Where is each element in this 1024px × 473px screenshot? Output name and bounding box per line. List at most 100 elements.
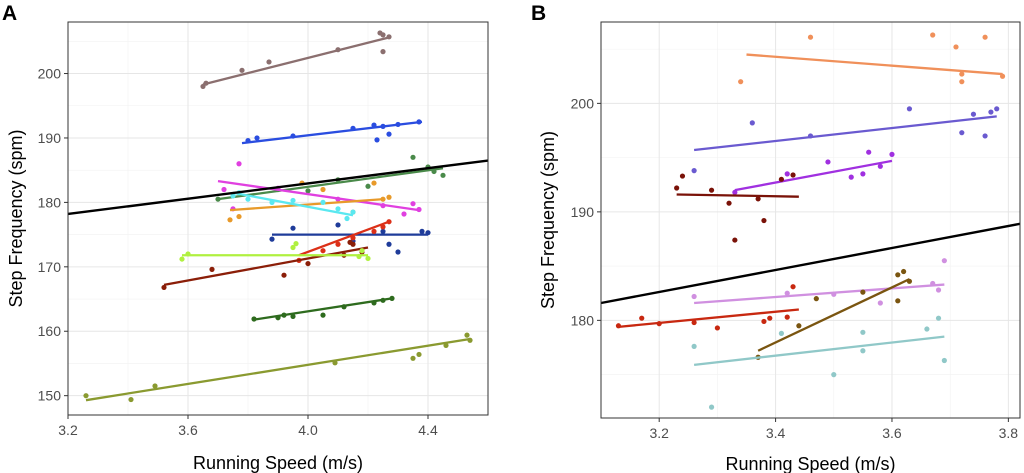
data-point [807, 34, 814, 40]
data-point [738, 79, 744, 85]
data-point [831, 372, 837, 378]
regression-line [85, 337, 471, 402]
x-tick-label: 4.4 [418, 422, 438, 438]
regression-line [746, 53, 1003, 76]
data-point [935, 315, 942, 321]
data-point [959, 79, 965, 85]
series-dark-green [251, 295, 395, 322]
regression-line [618, 308, 799, 329]
data-point [290, 313, 296, 320]
data-point [464, 332, 470, 338]
data-point [179, 256, 185, 262]
axes: 3.2 3.6 4.0 4.4 150 160 170 180 190 200 [38, 66, 438, 438]
data-point [988, 109, 994, 115]
data-point [266, 59, 272, 65]
data-point [386, 194, 392, 200]
data-point [901, 268, 907, 275]
series-orange [738, 32, 1006, 85]
data-point [790, 284, 796, 290]
data-point [230, 193, 236, 199]
data-point [941, 258, 947, 264]
series-green [215, 154, 446, 202]
x-axis-title: Running Speed (m/s) [193, 453, 363, 473]
y-axis-title: Step Frequency (spm) [6, 129, 26, 307]
data-point [254, 135, 260, 141]
data-point [691, 319, 697, 326]
data-point [365, 255, 371, 262]
regression-line [734, 159, 893, 192]
data-point [860, 329, 866, 335]
grid [67, 22, 489, 415]
series-olive [83, 332, 473, 403]
data-point [982, 133, 988, 139]
data-point [386, 131, 392, 137]
data-point [236, 161, 242, 167]
series-light-teal [691, 315, 947, 410]
data-point [825, 159, 831, 165]
data-point [380, 228, 386, 234]
data-point [410, 154, 416, 160]
data-point [290, 197, 296, 204]
data-point [790, 172, 796, 178]
data-point [293, 241, 299, 247]
y-tick-label: 160 [38, 323, 62, 339]
data-point [239, 67, 245, 73]
grid [600, 22, 1020, 418]
data-point [335, 241, 341, 247]
data-point [877, 300, 883, 306]
y-tick-label: 180 [571, 312, 595, 328]
series-mauve [200, 30, 392, 90]
series-violet [732, 149, 895, 195]
regression-line [163, 246, 369, 286]
data-point [994, 106, 1000, 112]
data-point [959, 130, 965, 136]
data-point [380, 196, 386, 202]
y-axis-title: Step Frequency (spm) [538, 131, 558, 309]
data-point [778, 176, 785, 182]
data-point [732, 237, 738, 243]
x-tick-label: 3.6 [882, 425, 902, 441]
regression-line [217, 167, 444, 201]
data-point [386, 241, 392, 247]
data-point [350, 241, 356, 247]
data-point [350, 209, 356, 215]
regression-line [757, 278, 910, 352]
data-point [761, 217, 767, 224]
data-point [778, 330, 785, 336]
data-point [941, 357, 947, 364]
x-tick-label: 3.8 [999, 425, 1019, 441]
panel-label: B [531, 2, 546, 25]
regression-line [676, 193, 799, 198]
data-point [320, 199, 326, 205]
regression-line [232, 191, 354, 217]
panel-b: B 3.2 3.4 3.6 3.8 180 190 200 Running Speed (m/s… [531, 2, 1021, 473]
data-point [691, 343, 697, 349]
series-magenta [217, 161, 422, 217]
regression-line [693, 115, 997, 152]
data-point [813, 296, 819, 302]
data-point [848, 174, 854, 180]
data-point [365, 183, 371, 189]
data-point [221, 186, 227, 193]
regression-line [217, 179, 420, 212]
x-tick-label: 3.4 [766, 425, 786, 441]
data-point [860, 171, 866, 177]
data-point [128, 396, 134, 403]
data-point [895, 272, 901, 278]
data-point [305, 260, 311, 267]
series-blue [241, 119, 423, 145]
series-red [615, 284, 799, 331]
data-point [714, 325, 720, 331]
data-point [784, 290, 790, 296]
y-tick-label: 170 [38, 259, 62, 275]
data-point [380, 49, 386, 55]
y-tick-label: 200 [38, 66, 62, 82]
data-point [359, 248, 365, 254]
y-tick-label: 190 [38, 130, 62, 146]
data-point [970, 111, 977, 117]
data-point [320, 248, 326, 254]
data-point [371, 180, 377, 186]
regression-line [298, 220, 390, 257]
data-point [866, 149, 872, 155]
x-tick-label: 3.6 [178, 422, 198, 438]
